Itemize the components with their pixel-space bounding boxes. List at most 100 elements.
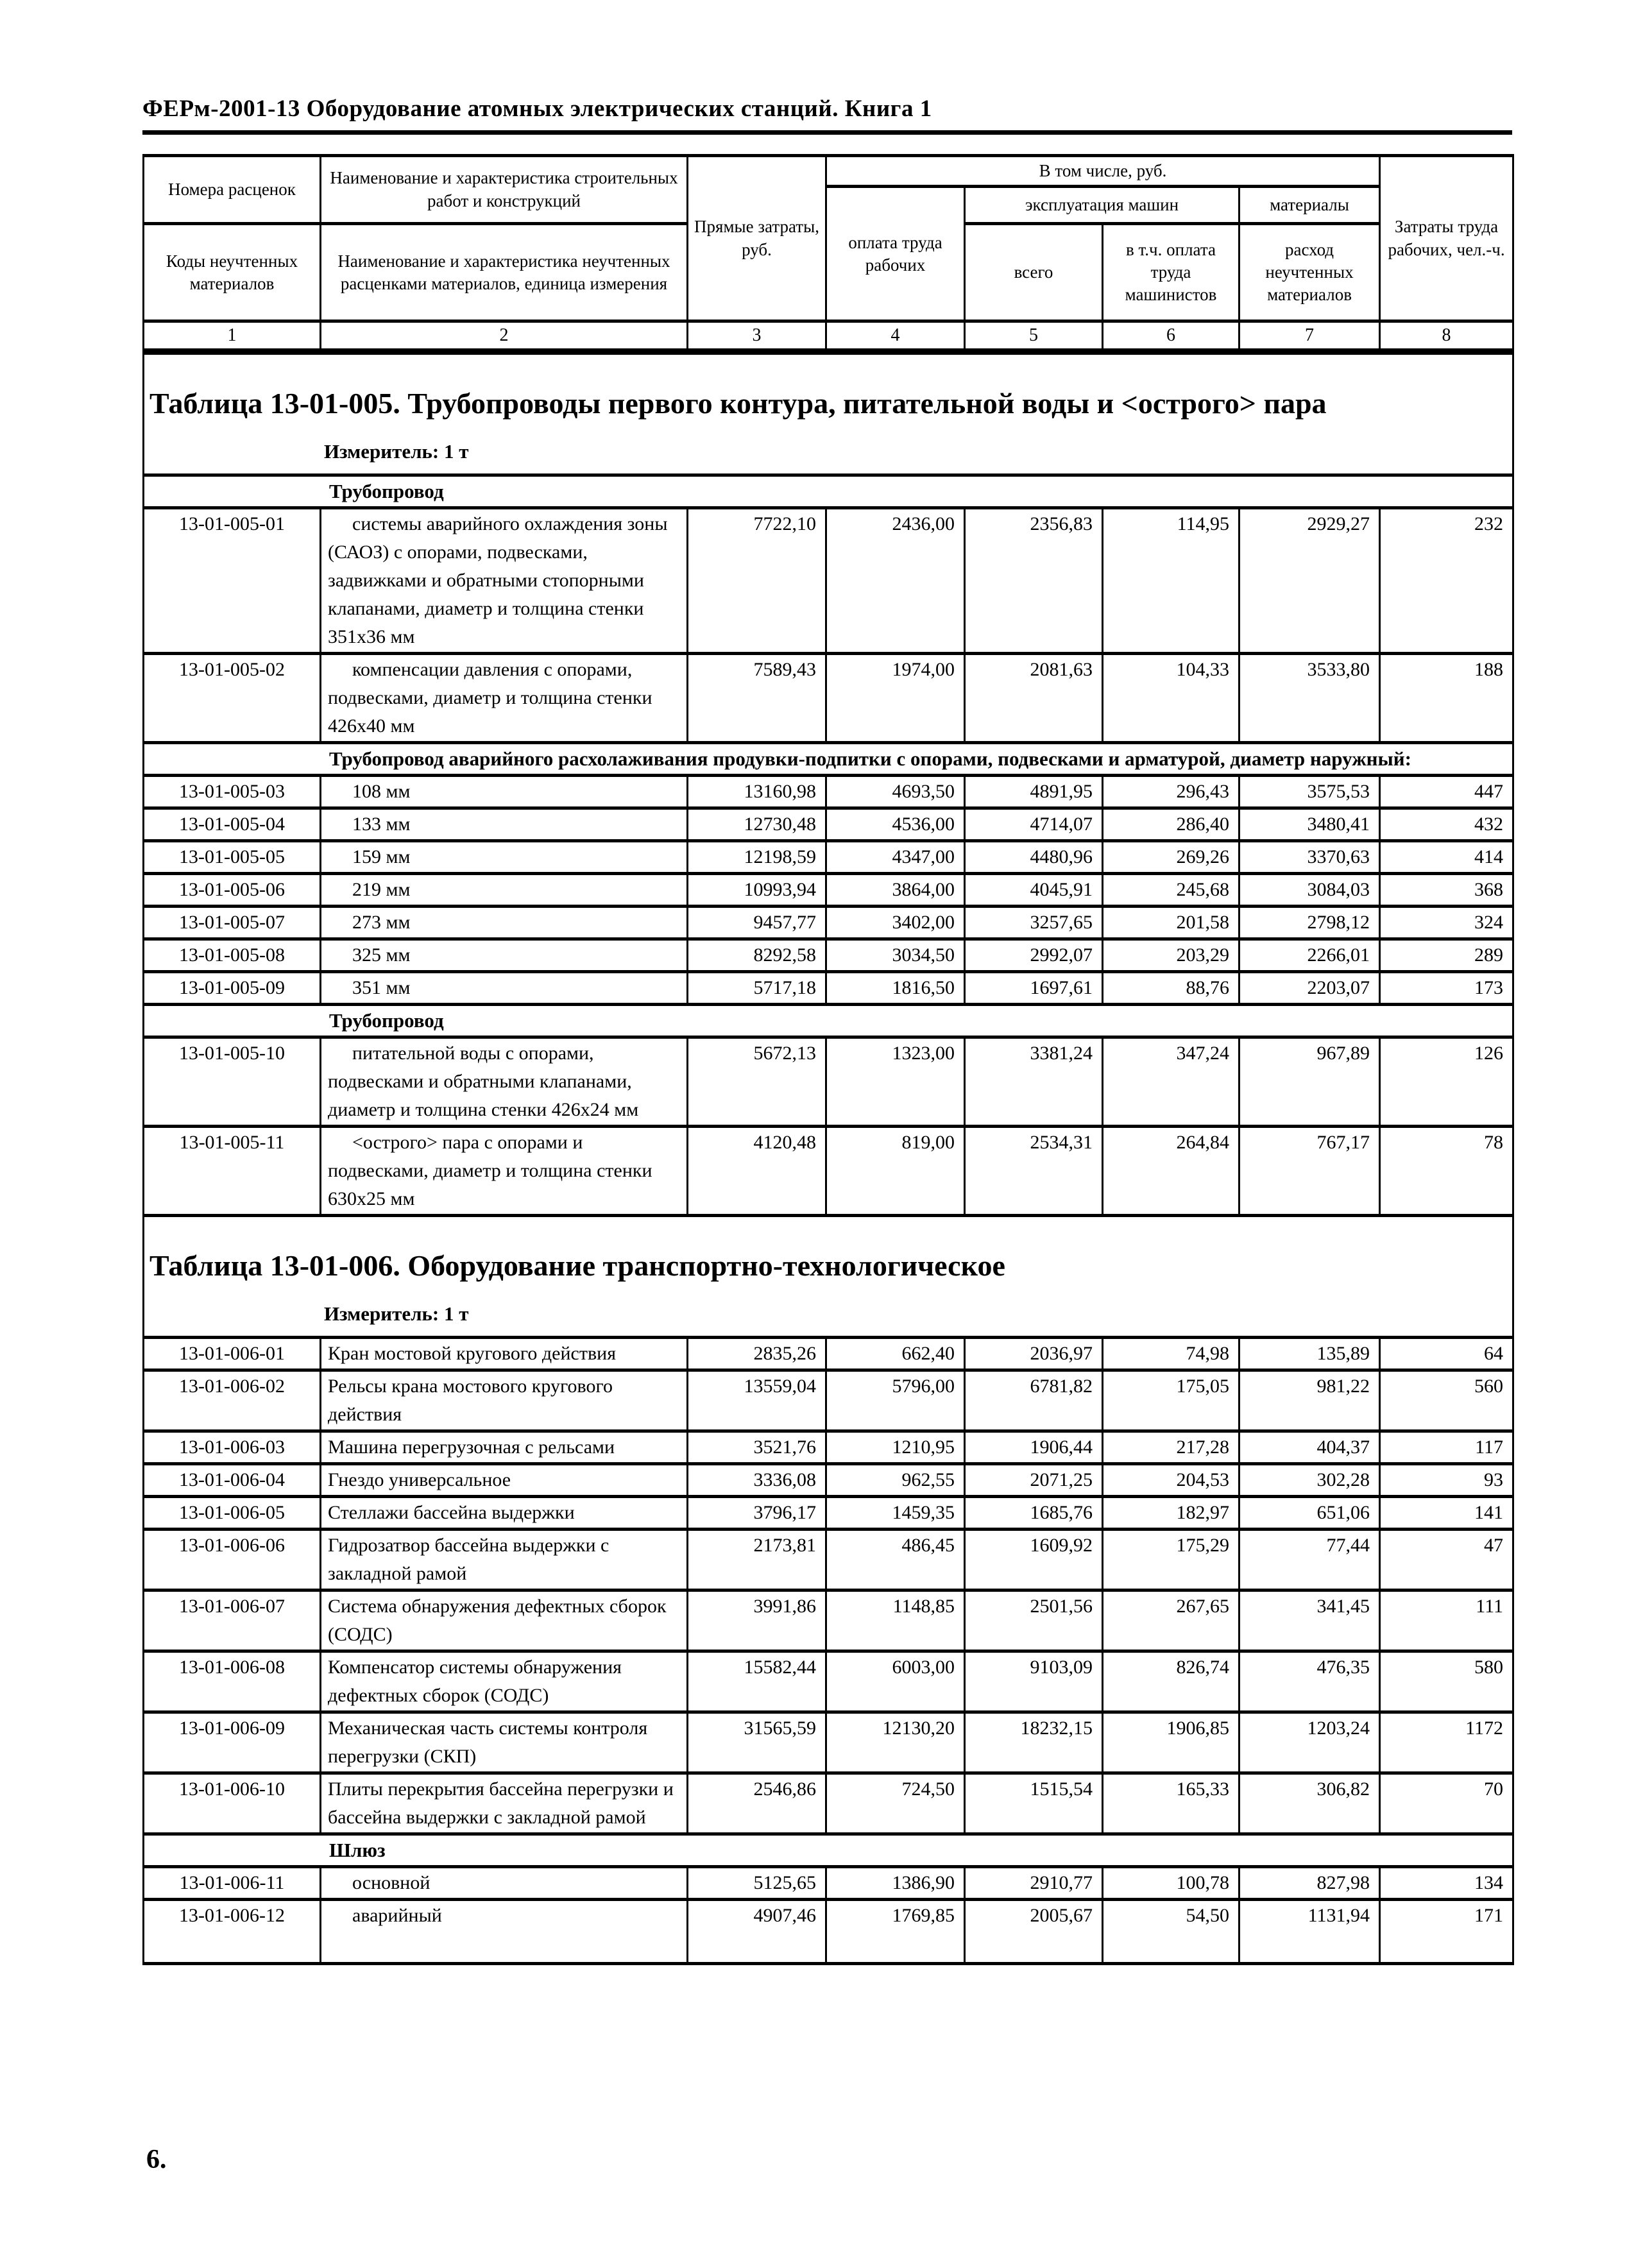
column-number-2: 2	[319, 320, 688, 352]
row-value-col5: 2036,97	[964, 1336, 1103, 1372]
table-row: 13-01-006-04 Гнездо универсальное 3336,08 9…	[142, 1462, 1515, 1499]
row-value-col8: 78	[1378, 1125, 1515, 1218]
row-value-col7: 77,44	[1238, 1528, 1381, 1592]
header-group-including: В том числе, руб.	[824, 153, 1381, 189]
row-value-col6: 269,26	[1102, 839, 1240, 876]
pricing-header-table: Номера расценок Наименование и характери…	[142, 153, 1515, 352]
row-value-col8: 324	[1378, 905, 1515, 941]
row-code: 13-01-006-10	[142, 1771, 321, 1836]
row-value-col7: 341,45	[1238, 1589, 1381, 1653]
table-006-rows: 13-01-006-01 Кран мостовой кругового дейс…	[142, 1336, 1515, 1966]
row-value-col7: 476,35	[1238, 1650, 1381, 1714]
row-value-col5: 1697,61	[964, 970, 1103, 1007]
header-cell-drivers-pay: в т.ч. оплата труда машинистов	[1102, 222, 1240, 323]
row-name: системы аварийного охлаждения зоны (САОЗ…	[319, 506, 688, 656]
section-label: Трубопровод аварийного расхолаживания пр…	[142, 741, 1515, 778]
row-value-col6: 264,84	[1102, 1125, 1240, 1218]
row-value-col7: 3370,63	[1238, 839, 1381, 876]
row-value-col7: 2266,01	[1238, 937, 1381, 974]
row-value-col7: 404,37	[1238, 1429, 1381, 1466]
table-row: 13-01-005-03 108 мм 13160,98 4693,50 4891,95…	[142, 774, 1515, 810]
row-value-col8: 173	[1378, 970, 1515, 1007]
column-number-3: 3	[686, 320, 827, 352]
row-value-col6: 1906,85	[1102, 1710, 1240, 1775]
row-value-col5: 2081,63	[964, 652, 1103, 745]
row-value-col5: 2005,67	[964, 1898, 1103, 1966]
row-value-col7: 3575,53	[1238, 774, 1381, 810]
table-005-measure: Измеритель: 1 т	[324, 440, 469, 463]
row-value-col3: 2546,86	[686, 1771, 827, 1836]
header-band-middle: оплата труда рабочих эксплуатация машин …	[144, 185, 1513, 323]
row-value-col4: 1323,00	[825, 1036, 966, 1129]
row-value-col6: 296,43	[1102, 774, 1240, 810]
row-value-col5: 4045,91	[964, 872, 1103, 908]
row-value-col4: 819,00	[825, 1125, 966, 1218]
row-value-col8: 64	[1378, 1336, 1515, 1372]
row-value-col6: 104,33	[1102, 652, 1240, 745]
table-005-title-cell: Таблица 13-01-005. Трубопроводы первого …	[142, 352, 1515, 477]
row-value-col7: 3480,41	[1238, 806, 1381, 843]
header-cell-rate-numbers: Номера расценок	[142, 153, 321, 226]
table-005-title-row: Таблица 13-01-005. Трубопроводы первого …	[142, 352, 1515, 477]
column-number-8: 8	[1379, 320, 1515, 352]
row-name: 325 мм	[319, 937, 688, 974]
section-label: Шлюз	[142, 1832, 1515, 1869]
row-value-col4: 1386,90	[825, 1865, 966, 1902]
row-value-col8: 1172	[1378, 1710, 1515, 1775]
row-value-col5: 2356,83	[964, 506, 1103, 656]
section-row: Трубопровод аварийного расхолаживания пр…	[142, 741, 1515, 778]
row-value-col5: 1609,92	[964, 1528, 1103, 1592]
row-value-col4: 4536,00	[825, 806, 966, 843]
row-value-col7: 135,89	[1238, 1336, 1381, 1372]
row-value-col3: 13559,04	[686, 1368, 827, 1433]
table-row: 13-01-005-09 351 мм 5717,18 1816,50 1697,61 8…	[142, 970, 1515, 1007]
row-code: 13-01-006-11	[142, 1865, 321, 1902]
row-value-col4: 724,50	[825, 1771, 966, 1836]
row-value-col8: 580	[1378, 1650, 1515, 1714]
row-value-col3: 4907,46	[686, 1898, 827, 1966]
header-band-bottom: Коды неучтенных материалов Наименование …	[142, 222, 1513, 323]
row-value-col5: 3257,65	[964, 905, 1103, 941]
table-row: 13-01-005-08 325 мм 8292,58 3034,50 2992,07 2…	[142, 937, 1515, 974]
row-value-col7: 767,17	[1238, 1125, 1381, 1218]
row-code: 13-01-005-04	[142, 806, 321, 843]
row-name: Машина перегрузочная с рельсами	[319, 1429, 688, 1466]
row-value-col8: 171	[1378, 1898, 1515, 1966]
row-value-col3: 9457,77	[686, 905, 827, 941]
table-row: 13-01-005-10 питательной воды с опорами, …	[142, 1036, 1515, 1129]
row-value-col5: 2501,56	[964, 1589, 1103, 1653]
header-cell-materials-consumption: расход неучтенных материалов	[1238, 222, 1381, 323]
row-value-col3: 7722,10	[686, 506, 827, 656]
column-number-7: 7	[1238, 320, 1381, 352]
row-value-col6: 54,50	[1102, 1898, 1240, 1966]
table-row: 13-01-005-11 <острого> пара с опорами и п…	[142, 1125, 1515, 1218]
row-code: 13-01-005-06	[142, 872, 321, 908]
row-code: 13-01-005-02	[142, 652, 321, 745]
row-value-col7: 2203,07	[1238, 970, 1381, 1007]
row-value-col6: 826,74	[1102, 1650, 1240, 1714]
table-row: 13-01-006-06 Гидрозатвор бассейна выдержк…	[142, 1528, 1515, 1592]
row-code: 13-01-005-08	[142, 937, 321, 974]
row-name: Плиты перекрытия бассейна перегрузки и б…	[319, 1771, 688, 1836]
table-006-title: Таблица 13-01-006. Оборудование транспор…	[149, 1249, 1005, 1283]
row-value-col8: 432	[1378, 806, 1515, 843]
row-value-col8: 188	[1378, 652, 1515, 745]
row-value-col3: 3991,86	[686, 1589, 827, 1653]
row-code: 13-01-005-03	[142, 774, 321, 810]
row-value-col5: 4714,07	[964, 806, 1103, 843]
row-code: 13-01-006-06	[142, 1528, 321, 1592]
table-row: 13-01-005-07 273 мм 9457,77 3402,00 3257,65 2…	[142, 905, 1515, 941]
row-value-col6: 175,29	[1102, 1528, 1240, 1592]
row-value-col6: 74,98	[1102, 1336, 1240, 1372]
row-value-col3: 5672,13	[686, 1036, 827, 1129]
section-row: Трубопровод	[142, 1003, 1515, 1039]
column-number-6: 6	[1102, 320, 1240, 352]
row-value-col7: 306,82	[1238, 1771, 1381, 1836]
row-value-col6: 286,40	[1102, 806, 1240, 843]
row-name: питательной воды с опорами, подвесками и…	[319, 1036, 688, 1129]
row-code: 13-01-005-11	[142, 1125, 321, 1218]
table-row: 13-01-006-02 Рельсы крана мостового круго…	[142, 1368, 1515, 1433]
header-cell-labour-costs: Затраты труда рабочих, чел.-ч.	[1379, 153, 1515, 323]
row-value-col4: 3034,50	[825, 937, 966, 974]
